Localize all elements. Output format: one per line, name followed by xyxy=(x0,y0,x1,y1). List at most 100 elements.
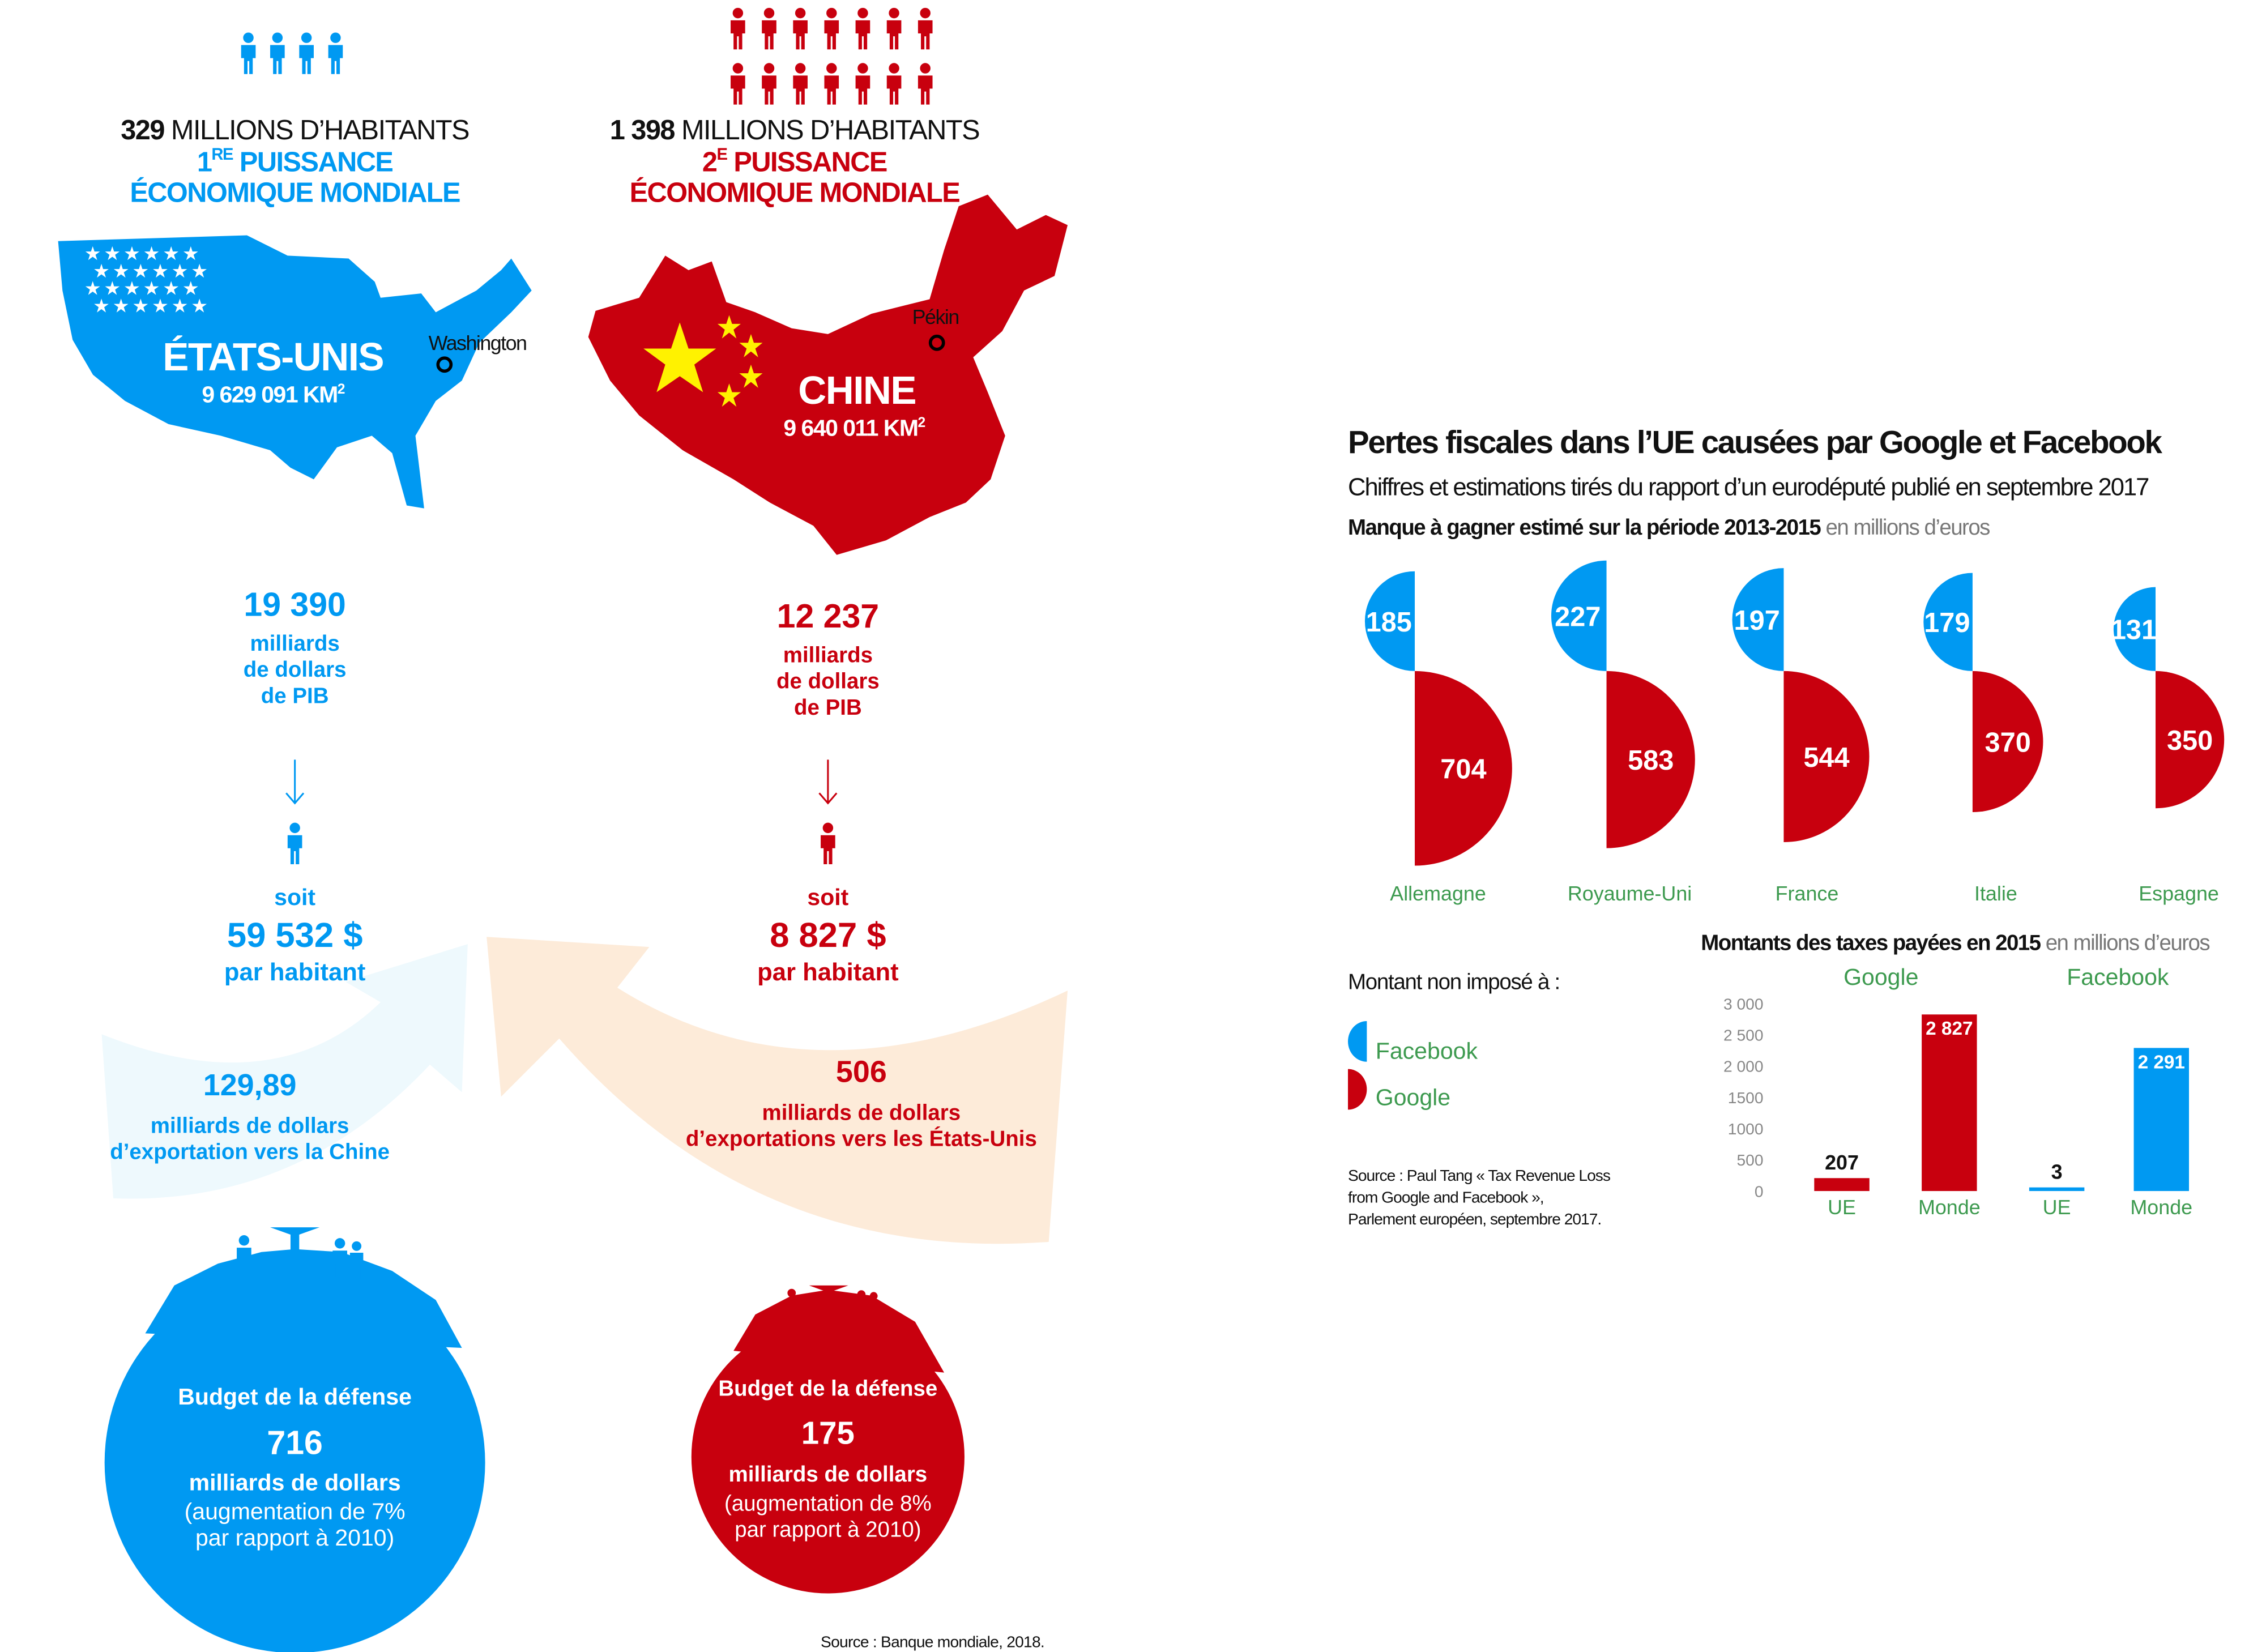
star-icon: ★ xyxy=(93,294,110,317)
bar-group-google: Google xyxy=(1843,966,1919,991)
google-half-circle xyxy=(2156,671,2225,809)
star-icon: ★ xyxy=(182,242,199,264)
bar-category-label: UE xyxy=(1828,1196,1856,1219)
bar-value-label: 3 xyxy=(2051,1160,2063,1183)
star-icon: ★ xyxy=(132,260,149,282)
person-icon xyxy=(299,32,314,74)
y-tick-label: 500 xyxy=(1736,1151,1763,1169)
y-tick-label: 1000 xyxy=(1728,1120,1764,1138)
person-icon xyxy=(855,7,870,50)
china-soit: soit xyxy=(807,886,849,911)
star-icon: ★ xyxy=(93,260,110,282)
china-defense-unit: milliards de dollars xyxy=(728,1462,928,1488)
bar xyxy=(2029,1187,2085,1192)
legend-facebook-label: Facebook xyxy=(1375,1040,1478,1065)
facebook-half-circle xyxy=(2113,587,2156,671)
star-icon: ★ xyxy=(182,278,199,300)
y-tick-label: 2 500 xyxy=(1723,1026,1764,1044)
person-icon xyxy=(918,7,933,50)
google-value-label: 370 xyxy=(1985,727,2031,758)
facebook-value-label: 227 xyxy=(1555,601,1601,632)
usa-defense-line2: par rapport à 2010) xyxy=(195,1526,395,1552)
china-per-capita-label: par habitant xyxy=(757,958,899,987)
person-icon xyxy=(762,63,776,105)
down-arrow-icon xyxy=(818,759,838,805)
google-half-circle xyxy=(1972,671,2043,813)
facebook-half-circle xyxy=(1923,573,1973,671)
y-tick-label: 2 000 xyxy=(1723,1057,1764,1075)
star-icon: ★ xyxy=(191,294,208,317)
person-icon xyxy=(328,32,343,74)
usa-defense-circle xyxy=(104,1272,485,1652)
bar-category-label: UE xyxy=(2043,1196,2071,1219)
pekin-label: Pékin xyxy=(912,305,960,328)
y-tick-label: 1500 xyxy=(1728,1088,1764,1107)
facebook-value-label: 197 xyxy=(1734,605,1780,636)
facebook-value-label: 179 xyxy=(1924,608,1970,638)
china-population-icons xyxy=(731,7,933,105)
legend-title: Montant non imposé à : xyxy=(1348,970,1560,995)
star-icon: ★ xyxy=(123,242,140,264)
bar xyxy=(2133,1048,2190,1192)
legend-google-swatch xyxy=(1348,1069,1367,1110)
usa-map xyxy=(58,235,532,509)
pekin-marker xyxy=(928,334,945,351)
person-icon xyxy=(886,7,902,50)
legend-facebook-swatch xyxy=(1348,1021,1367,1062)
star-icon: ★ xyxy=(163,278,180,300)
china-gdp-line2: de dollars xyxy=(776,669,880,694)
china-rank: 2E PUISSANCE xyxy=(702,147,888,179)
usa-gdp-line1: milliards xyxy=(250,631,340,657)
country-label: Allemagne xyxy=(1390,882,1486,905)
person-icon xyxy=(270,32,285,74)
china-name: CHINE xyxy=(798,369,916,413)
bar-chart-title: Montants des taxes payées en 2015 en mil… xyxy=(1701,930,2210,956)
tax-loss-half-circle-chart: 185 704 Allemagne 227 583 Royaume-Uni 197 544 Fr… xyxy=(1364,560,2225,905)
bar-category-label: Monde xyxy=(2130,1196,2192,1219)
facebook-half-circle xyxy=(1364,571,1415,671)
legend-google-label: Google xyxy=(1375,1086,1451,1111)
usa-gdp-line3: de PIB xyxy=(261,684,329,709)
usa-export-value: 129,89 xyxy=(203,1069,297,1103)
washington-marker xyxy=(436,356,453,373)
person-icon xyxy=(287,822,302,864)
usa-export-line2: d’exportation vers la Chine xyxy=(110,1140,390,1165)
washington-label: Washington xyxy=(428,331,527,355)
star-icon: ★ xyxy=(84,278,101,300)
star-icon: ★ xyxy=(191,260,208,282)
china-map xyxy=(588,194,1068,555)
usa-flag-stars: ★ ★ ★ ★ ★ ★★ ★ ★ ★ ★ ★★ ★ ★ ★ ★ ★★ ★ ★ ★ ★ ★ xyxy=(84,242,208,317)
china-gdp-line1: milliards xyxy=(783,643,873,668)
bar-value-label: 2 291 xyxy=(2138,1052,2185,1073)
usa-soit: soit xyxy=(274,886,316,911)
left-source: Source : Banque mondiale, 2018. xyxy=(821,1634,1045,1652)
google-half-circle xyxy=(1606,671,1695,848)
person-icon xyxy=(855,63,870,105)
china-export-value: 506 xyxy=(835,1056,887,1090)
china-area: 9 640 011 KM2 xyxy=(783,415,925,442)
star-icon: ★ xyxy=(143,242,160,264)
star-icon: ★ xyxy=(113,294,130,317)
star-icon: ★ xyxy=(123,278,140,300)
china-flag-stars xyxy=(643,315,763,407)
usa-area: 9 629 091 KM2 xyxy=(202,382,345,408)
google-value-label: 350 xyxy=(2167,725,2213,756)
star-icon: ★ xyxy=(84,242,101,264)
star-icon: ★ xyxy=(163,242,180,264)
facebook-value-label: 131 xyxy=(2111,615,2157,646)
usa-population: 329 MILLIONS D’HABITANTS xyxy=(121,116,470,147)
star-icon: ★ xyxy=(152,260,169,282)
china-defense-line2: par rapport à 2010) xyxy=(735,1518,921,1543)
person-icon xyxy=(793,7,808,50)
google-value-label: 583 xyxy=(1628,745,1674,776)
person-icon xyxy=(762,7,776,50)
usa-per-capita-label: par habitant xyxy=(224,958,366,987)
bar xyxy=(1922,1014,1977,1192)
usa-gdp-line2: de dollars xyxy=(243,658,347,683)
person-icon xyxy=(918,63,933,105)
person-icon xyxy=(886,63,902,105)
bar xyxy=(1814,1178,1870,1192)
usa-gdp: 19 390 xyxy=(244,585,346,624)
